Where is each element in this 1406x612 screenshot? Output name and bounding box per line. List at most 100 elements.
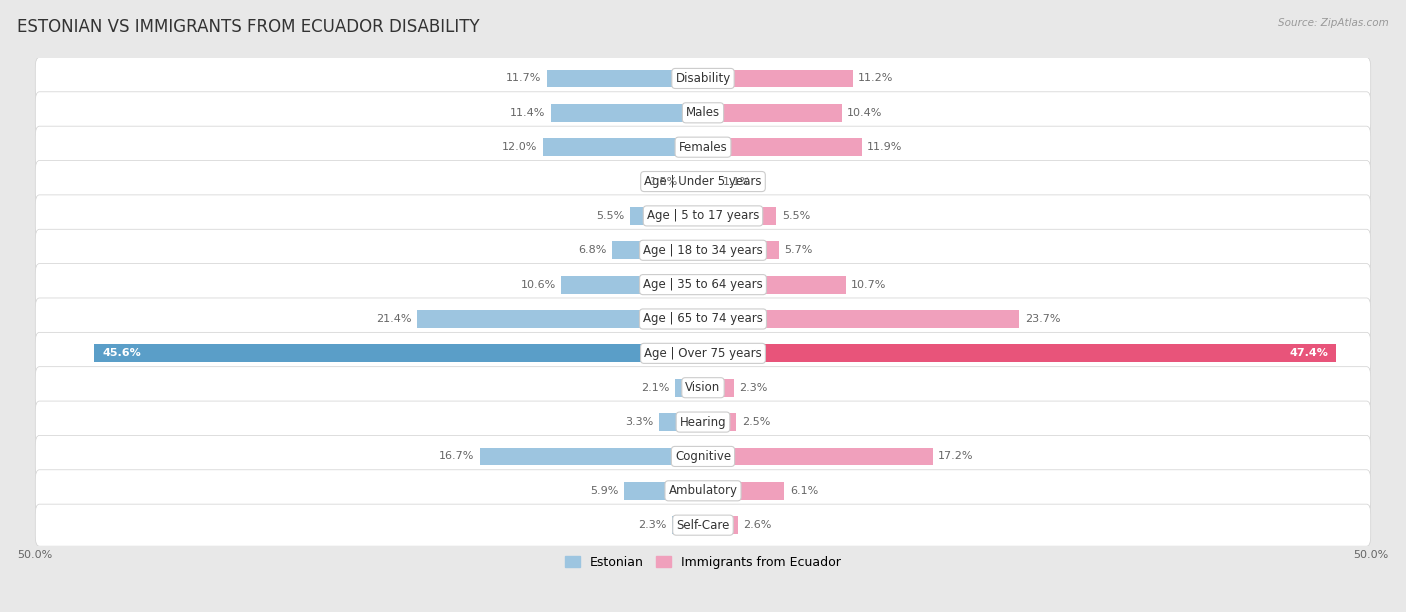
- FancyBboxPatch shape: [35, 195, 1371, 237]
- Bar: [612, 241, 703, 259]
- Text: 6.1%: 6.1%: [790, 486, 818, 496]
- FancyBboxPatch shape: [35, 264, 1371, 305]
- Text: 2.3%: 2.3%: [740, 382, 768, 393]
- Bar: [703, 241, 779, 259]
- FancyBboxPatch shape: [35, 133, 1371, 162]
- Bar: [683, 173, 703, 190]
- Text: 16.7%: 16.7%: [439, 452, 475, 461]
- Bar: [94, 345, 703, 362]
- Text: Age | 65 to 74 years: Age | 65 to 74 years: [643, 313, 763, 326]
- FancyBboxPatch shape: [35, 470, 1371, 512]
- Text: 6.8%: 6.8%: [578, 245, 607, 255]
- FancyBboxPatch shape: [35, 504, 1371, 546]
- FancyBboxPatch shape: [35, 477, 1371, 505]
- Bar: [703, 482, 785, 500]
- Bar: [630, 207, 703, 225]
- FancyBboxPatch shape: [35, 305, 1371, 333]
- FancyBboxPatch shape: [35, 367, 1371, 409]
- FancyBboxPatch shape: [35, 64, 1371, 92]
- Text: Cognitive: Cognitive: [675, 450, 731, 463]
- Bar: [551, 104, 703, 122]
- Bar: [561, 275, 703, 294]
- Text: Age | Over 75 years: Age | Over 75 years: [644, 347, 762, 360]
- FancyBboxPatch shape: [35, 92, 1371, 134]
- FancyBboxPatch shape: [35, 442, 1371, 471]
- Bar: [703, 275, 846, 294]
- Bar: [703, 413, 737, 431]
- FancyBboxPatch shape: [35, 511, 1371, 539]
- Bar: [659, 413, 703, 431]
- Text: Males: Males: [686, 106, 720, 119]
- Text: 3.3%: 3.3%: [626, 417, 654, 427]
- Bar: [703, 70, 852, 88]
- Text: 10.6%: 10.6%: [520, 280, 557, 289]
- Text: Age | 5 to 17 years: Age | 5 to 17 years: [647, 209, 759, 222]
- Bar: [703, 379, 734, 397]
- Bar: [703, 447, 932, 465]
- Bar: [703, 517, 738, 534]
- Text: 2.3%: 2.3%: [638, 520, 666, 530]
- Bar: [703, 310, 1019, 328]
- Text: 11.7%: 11.7%: [506, 73, 541, 83]
- Bar: [703, 173, 717, 190]
- Text: 47.4%: 47.4%: [1289, 348, 1329, 359]
- Text: Ambulatory: Ambulatory: [668, 484, 738, 498]
- Legend: Estonian, Immigrants from Ecuador: Estonian, Immigrants from Ecuador: [560, 551, 846, 573]
- Bar: [675, 379, 703, 397]
- Text: 10.4%: 10.4%: [848, 108, 883, 118]
- FancyBboxPatch shape: [35, 271, 1371, 299]
- Text: 12.0%: 12.0%: [502, 142, 537, 152]
- Text: Hearing: Hearing: [679, 416, 727, 428]
- Bar: [479, 447, 703, 465]
- FancyBboxPatch shape: [35, 298, 1371, 340]
- Text: 11.2%: 11.2%: [858, 73, 893, 83]
- Text: Disability: Disability: [675, 72, 731, 85]
- Text: 2.6%: 2.6%: [742, 520, 772, 530]
- FancyBboxPatch shape: [35, 332, 1371, 375]
- Text: 5.7%: 5.7%: [785, 245, 813, 255]
- FancyBboxPatch shape: [35, 126, 1371, 168]
- FancyBboxPatch shape: [35, 339, 1371, 367]
- Text: Age | Under 5 years: Age | Under 5 years: [644, 175, 762, 188]
- FancyBboxPatch shape: [35, 99, 1371, 127]
- Text: Self-Care: Self-Care: [676, 518, 730, 532]
- FancyBboxPatch shape: [35, 401, 1371, 443]
- Text: 11.9%: 11.9%: [868, 142, 903, 152]
- FancyBboxPatch shape: [35, 236, 1371, 264]
- Bar: [703, 104, 842, 122]
- FancyBboxPatch shape: [35, 160, 1371, 203]
- FancyBboxPatch shape: [35, 408, 1371, 436]
- Text: Females: Females: [679, 141, 727, 154]
- Text: 2.1%: 2.1%: [641, 382, 669, 393]
- Text: 11.4%: 11.4%: [510, 108, 546, 118]
- Bar: [543, 138, 703, 156]
- Text: 21.4%: 21.4%: [377, 314, 412, 324]
- Text: 5.9%: 5.9%: [591, 486, 619, 496]
- Text: 2.5%: 2.5%: [742, 417, 770, 427]
- Text: 10.7%: 10.7%: [851, 280, 887, 289]
- Text: 1.5%: 1.5%: [650, 176, 678, 187]
- Text: 45.6%: 45.6%: [103, 348, 141, 359]
- Bar: [418, 310, 703, 328]
- Bar: [703, 207, 776, 225]
- Bar: [547, 70, 703, 88]
- FancyBboxPatch shape: [35, 58, 1371, 100]
- Text: Source: ZipAtlas.com: Source: ZipAtlas.com: [1278, 18, 1389, 28]
- FancyBboxPatch shape: [35, 374, 1371, 402]
- Bar: [703, 345, 1336, 362]
- Text: 1.1%: 1.1%: [723, 176, 751, 187]
- Bar: [672, 517, 703, 534]
- FancyBboxPatch shape: [35, 202, 1371, 230]
- Text: Age | 18 to 34 years: Age | 18 to 34 years: [643, 244, 763, 257]
- FancyBboxPatch shape: [35, 230, 1371, 271]
- Text: 5.5%: 5.5%: [596, 211, 624, 221]
- Text: Vision: Vision: [685, 381, 721, 394]
- Text: Age | 35 to 64 years: Age | 35 to 64 years: [643, 278, 763, 291]
- FancyBboxPatch shape: [35, 435, 1371, 477]
- FancyBboxPatch shape: [35, 168, 1371, 196]
- Text: 5.5%: 5.5%: [782, 211, 810, 221]
- Text: ESTONIAN VS IMMIGRANTS FROM ECUADOR DISABILITY: ESTONIAN VS IMMIGRANTS FROM ECUADOR DISA…: [17, 18, 479, 36]
- Bar: [624, 482, 703, 500]
- Text: 23.7%: 23.7%: [1025, 314, 1060, 324]
- Bar: [703, 138, 862, 156]
